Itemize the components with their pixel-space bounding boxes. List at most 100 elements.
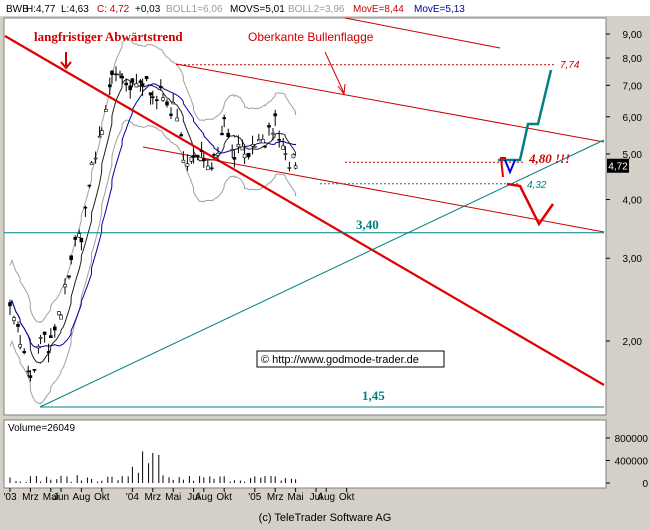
candle-body [118, 73, 122, 76]
bullish-projection-path [498, 69, 553, 162]
candle-body [140, 83, 145, 87]
breakout-bracket [499, 157, 506, 178]
candle-body [63, 284, 67, 288]
candle-body [79, 237, 84, 243]
candle-body [138, 80, 143, 83]
y-tick-label: 4,00 [623, 196, 643, 207]
header-boll1: BOLL1=6,06 [166, 4, 223, 15]
x-tick-label: Jul [187, 492, 200, 503]
last-price-box [607, 158, 629, 173]
volume-label: Volume=26049 [8, 423, 75, 434]
downtrend-label: langfristiger Abwärtstrend [34, 29, 183, 44]
candle-body [155, 99, 159, 101]
watermark-label: © http://www.godmode-trader.de [261, 354, 419, 366]
y-tick-label: 2,00 [623, 337, 643, 348]
y-axis: 2,00 3,00 4,00 5,00 6,00 7,00 8,00 9,00 4,72 [606, 30, 642, 348]
candle-body [124, 82, 128, 86]
x-tick-label: Aug [73, 492, 91, 503]
trend-lines [4, 17, 605, 408]
candle-body [67, 275, 71, 278]
volume-bars [9, 451, 297, 483]
candle-body [236, 144, 241, 148]
candle-body [16, 324, 20, 327]
candle-body [42, 331, 47, 335]
candle-body [222, 117, 226, 120]
y-tick-label: 9,00 [623, 30, 643, 41]
candle-body [267, 125, 271, 128]
price-candles [8, 66, 298, 382]
x-tick-label: Aug [195, 492, 213, 503]
candle-body [185, 163, 190, 167]
candle-body [287, 167, 292, 169]
x-tick-label: '03 [3, 492, 16, 503]
down-arrow-icon [60, 52, 72, 70]
candle-body [114, 73, 118, 76]
candle-body [293, 165, 298, 169]
header-movs: MOVS=5,01 [230, 4, 285, 15]
bollinger-bands [9, 38, 297, 405]
level-432-label: 4,32 [527, 180, 547, 191]
candle-body [271, 132, 275, 135]
candle-body [263, 145, 267, 148]
candle-body [189, 156, 194, 162]
candle-body [18, 344, 23, 348]
candle-body [161, 97, 165, 101]
level-480-label: 4,80 !!! [528, 151, 570, 166]
candle-body [220, 132, 224, 136]
volume-axis: 800000 400000 0 [606, 434, 648, 490]
annotations: langfristiger Abwärtstrend Oberkante Bull… [34, 29, 580, 403]
header-boll2: BOLL2=3,96 [288, 4, 345, 15]
x-tick-label: Jul [310, 492, 323, 503]
candle-body [206, 165, 210, 171]
candle-body [26, 370, 31, 373]
candle-body [22, 351, 27, 354]
candle-body [83, 206, 88, 209]
candle-body [77, 233, 81, 238]
flag-top-label: Oberkante Bullenflagge [248, 30, 374, 44]
x-tick-label: Okt [216, 492, 232, 503]
header-move1: MovE=8,44 [353, 4, 404, 15]
candle-body [104, 109, 108, 112]
candle-body [8, 302, 12, 307]
candle-body [179, 134, 183, 137]
x-tick-label: Okt [94, 492, 110, 503]
candle-body [56, 311, 61, 316]
copyright-text: (c) TeleTrader Software AG [259, 512, 392, 524]
candle-body [291, 154, 296, 159]
x-tick-label: Aug [317, 492, 335, 503]
downtrend-line [4, 35, 605, 386]
blue-v-marker [504, 159, 516, 175]
moving-averages [9, 78, 297, 364]
candle-body [240, 146, 245, 151]
candle-body [242, 153, 247, 159]
x-tick-label: '04 [126, 492, 139, 503]
candle-body [120, 75, 124, 79]
candle-body [283, 153, 288, 155]
candle-body [38, 336, 43, 339]
flag-arrow-head-icon [337, 83, 346, 96]
watermark-box [256, 350, 445, 368]
candle-body [46, 351, 51, 354]
candle-body [171, 102, 175, 105]
candle-body [232, 157, 237, 160]
candle-body [260, 139, 265, 144]
candle-body [89, 162, 94, 165]
bearish-projection-path [506, 182, 555, 227]
candle-body [273, 113, 278, 117]
candle-body [12, 317, 16, 321]
candle-body [100, 130, 104, 135]
y-tick-label: 6,00 [623, 113, 643, 124]
x-tick-label: Mrz [267, 492, 284, 503]
candle-body [165, 101, 169, 106]
x-tick-label: Mai [43, 492, 59, 503]
candle-body [175, 117, 179, 122]
candle-body [73, 236, 77, 240]
header-symbol: BWB [6, 4, 29, 15]
candle-body [230, 149, 234, 151]
volume-tick-label: 400000 [615, 457, 649, 468]
candle-body [159, 86, 163, 89]
flag-top-line [175, 63, 605, 143]
candle-body [256, 139, 261, 142]
